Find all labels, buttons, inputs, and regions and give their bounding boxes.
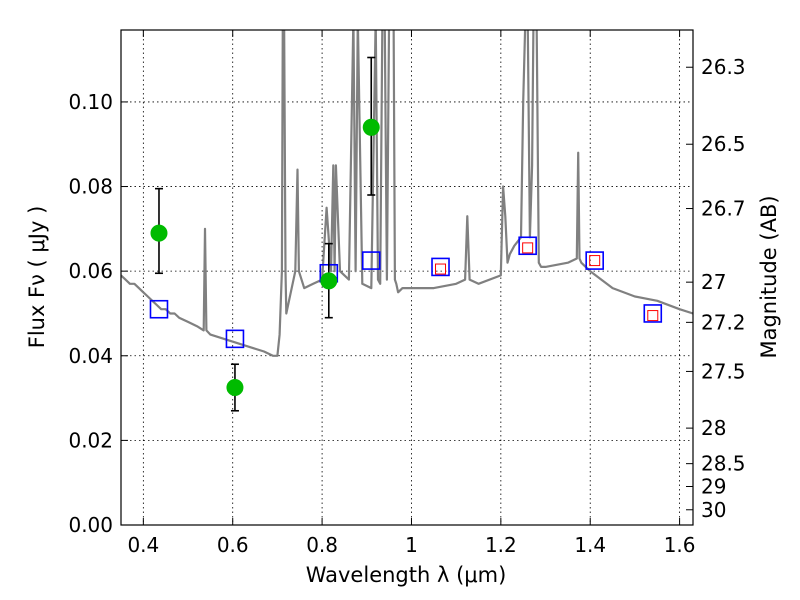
x-tick-label: 0.4 (127, 533, 159, 557)
x-axis-label: Wavelength λ (μm) (306, 563, 507, 587)
model-photometry-point (225, 329, 245, 349)
model-photometry-point (149, 299, 169, 319)
red-photometry-point (647, 310, 659, 322)
model-photometry-point (518, 236, 537, 256)
magnitude-tick-label: 27.2 (701, 310, 746, 334)
model-photometry-point (643, 304, 663, 323)
x-tick-label: 1.2 (485, 533, 517, 557)
x-tick-label: 1 (405, 533, 418, 557)
x-tick-label: 1.4 (574, 533, 606, 557)
model-photometry-point (431, 257, 450, 277)
spectrum-line (121, 30, 693, 357)
x-tick-label: 0.8 (306, 533, 338, 557)
observed-flux-point (362, 118, 380, 136)
x-tick-label: 1.6 (664, 533, 696, 557)
magnitude-tick-label: 26.7 (701, 197, 746, 221)
red-photometry-point (522, 242, 534, 254)
y-tick-label: 0.10 (68, 90, 113, 114)
y-tick-label: 0.08 (68, 175, 113, 199)
red-photometry-point (589, 255, 601, 267)
model-photometry-point (585, 251, 604, 270)
magnitude-tick-label: 26.5 (701, 132, 746, 156)
y-tick-label: 0.04 (68, 344, 113, 368)
magnitude-tick-label: 28 (701, 416, 726, 440)
y-tick-label: 0.02 (68, 428, 113, 452)
grid-lines (121, 30, 693, 526)
magnitude-tick-label: 30 (701, 498, 726, 522)
y-axis-label: Flux Fν ( μJy ) (25, 206, 49, 349)
y-tick-label: 0.00 (68, 513, 113, 537)
magnitude-tick-label: 29 (701, 475, 726, 499)
plot-area (121, 30, 693, 412)
magnitude-tick-label: 27.5 (701, 359, 746, 383)
right-axis-label: Magnitude (AB) (757, 195, 781, 358)
x-tick-label: 0.6 (217, 533, 249, 557)
magnitude-tick-label: 26.3 (701, 55, 746, 79)
observed-flux-point (226, 379, 244, 396)
model-photometry-point (361, 251, 381, 270)
magnitude-tick-label: 28.5 (701, 452, 746, 476)
y-tick-label: 0.06 (68, 259, 113, 283)
observed-flux-point (150, 224, 168, 242)
plot-frame (120, 29, 694, 526)
observed-flux-point (320, 272, 338, 290)
red-photometry-point (435, 263, 447, 275)
magnitude-tick-label: 27 (701, 270, 726, 294)
axis-ticks: 0.4 0.6 0.8 1 1.2 1.4 1.6 0.00 0.02 0.04 0.06 0.08 0… (68, 30, 746, 557)
